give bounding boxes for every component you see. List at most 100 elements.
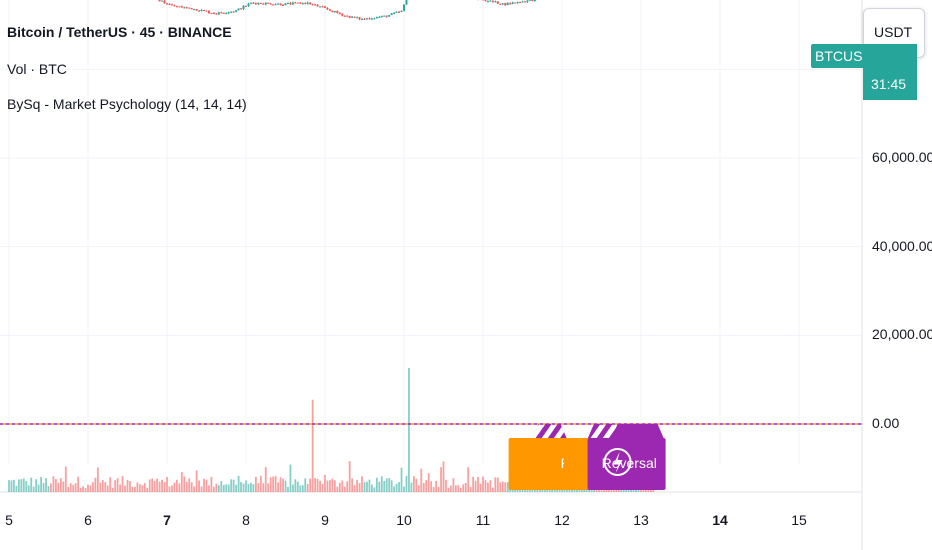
volume-bar xyxy=(316,478,319,492)
candle-body xyxy=(166,3,168,5)
candle-body xyxy=(385,15,388,17)
volume-bar xyxy=(232,479,235,492)
volume-bar xyxy=(341,480,344,492)
price-tick-label: 0.00 xyxy=(872,415,900,431)
volume-bar xyxy=(116,478,119,492)
volume-bar xyxy=(338,482,341,492)
indicator-legend[interactable]: BySq - Market Psychology (14, 14, 14) xyxy=(7,96,247,112)
candle-body xyxy=(316,4,319,7)
volume-bar xyxy=(131,486,134,492)
candle-body xyxy=(398,11,401,13)
volume-bar xyxy=(42,482,45,492)
candle-body xyxy=(242,5,245,10)
volume-bar xyxy=(408,368,410,492)
date-tick-label: 15 xyxy=(791,512,807,528)
volume-bar xyxy=(136,482,139,492)
volume-bar xyxy=(321,483,324,492)
volume-bar xyxy=(356,479,358,492)
volume-bar xyxy=(138,484,141,492)
candle-body xyxy=(274,4,277,6)
signal-hatch xyxy=(532,424,567,438)
candle-body xyxy=(319,6,322,8)
candle-body xyxy=(173,5,176,7)
volume-bar xyxy=(440,467,442,492)
candle-body xyxy=(269,3,272,5)
candle-body xyxy=(217,12,220,15)
volume-bar xyxy=(373,487,376,492)
candle-body xyxy=(370,18,373,20)
candle-body xyxy=(178,6,181,8)
volume-bar xyxy=(230,479,233,492)
volume-bar xyxy=(267,483,270,492)
volume-bar xyxy=(383,480,386,492)
candle-body xyxy=(286,3,289,5)
candle-body xyxy=(195,9,198,11)
candle-body xyxy=(309,2,312,5)
volume-bar xyxy=(178,483,181,492)
candle-body xyxy=(198,10,201,12)
candle-body xyxy=(373,18,376,20)
chart-title[interactable]: Bitcoin / TetherUS · 45 · BINANCE xyxy=(7,24,232,40)
candle-body xyxy=(163,0,166,4)
volume-bar xyxy=(163,482,166,492)
lightning-icon xyxy=(613,452,623,473)
volume-bar xyxy=(35,479,38,492)
volume-bar xyxy=(287,486,289,492)
volume-bar xyxy=(472,476,475,492)
candle-body xyxy=(306,2,309,4)
candle-body xyxy=(175,6,178,8)
volume-bar xyxy=(148,479,151,492)
volume-bar xyxy=(40,476,42,492)
volume-bar xyxy=(198,480,200,492)
volume-bar xyxy=(353,485,356,492)
volume-bar xyxy=(99,482,102,492)
candle-body xyxy=(240,8,243,10)
volume-bar xyxy=(153,480,156,492)
volume-bar xyxy=(74,483,77,492)
candle-body xyxy=(311,4,314,6)
lightning-icon-ring xyxy=(603,448,632,476)
volume-bar xyxy=(245,480,247,492)
volume-bar xyxy=(388,478,391,492)
candle-body xyxy=(346,15,349,17)
volume-bar xyxy=(215,483,218,492)
candle-body xyxy=(207,11,210,13)
volume-bar xyxy=(432,487,435,492)
volume-bar xyxy=(171,485,173,492)
volume-bar xyxy=(119,484,121,492)
candle-body xyxy=(494,1,497,3)
volume-bar xyxy=(217,485,220,492)
volume-bar xyxy=(175,479,178,492)
volume-bar xyxy=(284,480,287,492)
price-tick-label: 40,000.00 xyxy=(872,237,932,254)
volume-bar xyxy=(430,481,433,492)
volume-bar xyxy=(52,476,55,492)
volume-bar xyxy=(333,480,336,492)
volume-bar xyxy=(121,476,124,492)
volume-bar xyxy=(146,487,149,492)
candle-body xyxy=(222,12,225,14)
volume-bar xyxy=(277,482,279,492)
signal-hatch xyxy=(611,424,664,438)
volume-bar xyxy=(348,461,351,492)
candle-body xyxy=(388,15,391,17)
volume-bar xyxy=(363,482,366,492)
candle-body xyxy=(185,7,188,9)
volume-bar xyxy=(208,485,210,492)
candle-body xyxy=(368,18,371,20)
volume-bar xyxy=(257,483,260,492)
candle-body xyxy=(395,11,398,13)
volume-bar xyxy=(346,481,349,492)
candle-body xyxy=(491,0,494,2)
volume-bar xyxy=(242,483,245,492)
volume-bar xyxy=(415,478,418,492)
volume-bar xyxy=(422,483,425,492)
candle-body xyxy=(400,10,403,12)
volume-legend[interactable]: Vol · BTC xyxy=(7,61,67,77)
volume-bar xyxy=(395,483,398,492)
candle-body xyxy=(526,0,529,2)
volume-bar xyxy=(403,486,405,492)
volume-bar xyxy=(213,486,215,492)
